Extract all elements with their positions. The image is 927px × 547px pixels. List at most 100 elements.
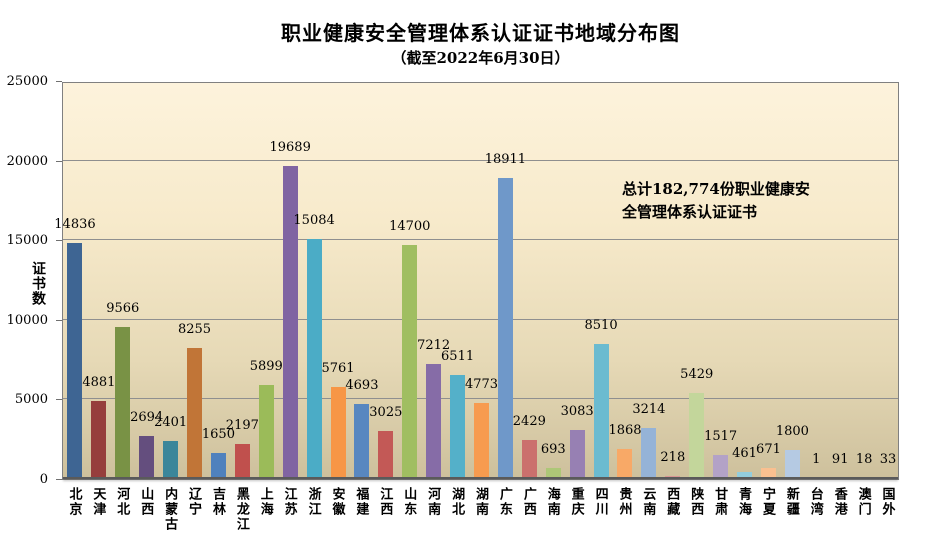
total-annotation-line2: 全管理体系认证证书 [622, 203, 758, 221]
chart-bar [163, 440, 179, 479]
category-label-text: 澳门 [855, 487, 871, 517]
category-label-text: 湖南 [472, 487, 488, 517]
category-label: 河南 [421, 487, 445, 517]
y-tick-mark [56, 399, 62, 401]
category-label: 内蒙古 [158, 487, 182, 532]
category-label: 北京 [62, 487, 86, 517]
y-tick-mark [56, 479, 62, 480]
chart-bar [258, 385, 274, 479]
category-label: 澳门 [851, 487, 875, 517]
category-label-text: 内蒙古 [162, 487, 178, 532]
bar-value-label: 1650 [201, 426, 235, 442]
category-label-text: 上海 [257, 487, 273, 517]
category-label-text: 吉林 [209, 487, 225, 517]
category-label-text: 黑龙江 [233, 487, 249, 532]
y-axis-title: 证书数 [28, 261, 46, 310]
y-tick-mark [56, 81, 62, 82]
category-label-text: 安徽 [329, 487, 345, 517]
chart-title: 职业健康安全管理体系认证证书地域分布图 [281, 21, 680, 45]
chart-bar [139, 436, 155, 479]
category-label: 浙江 [301, 487, 325, 517]
bar-value-label: 5429 [680, 366, 714, 382]
category-label: 吉林 [205, 487, 229, 517]
category-label: 河北 [110, 487, 134, 517]
chart-bar [784, 450, 800, 479]
chart-subtitle: （截至2022年6月30日） [391, 49, 570, 67]
category-label-text: 贵州 [616, 487, 632, 517]
bar-value-label: 218 [660, 449, 686, 465]
category-label-text: 云南 [640, 487, 656, 517]
category-label-text: 江苏 [281, 487, 297, 517]
category-label-text: 台湾 [807, 487, 823, 517]
category-label-text: 浙江 [305, 487, 321, 517]
gridline [63, 159, 898, 161]
category-label-text: 辽宁 [186, 487, 202, 517]
category-label: 山东 [397, 487, 421, 517]
chart-bar [282, 165, 298, 479]
category-label-text: 宁夏 [759, 487, 775, 517]
category-label-text: 山西 [138, 487, 154, 517]
category-label: 甘肃 [708, 487, 732, 517]
chart-bar [569, 429, 585, 479]
bar-value-label: 1517 [704, 428, 738, 444]
bar-value-label: 3214 [632, 401, 666, 417]
chart-bar [617, 449, 633, 479]
bar-value-label: 2694 [130, 410, 164, 426]
bar-value-label: 18 [855, 452, 873, 467]
y-tick-label: 20000 [6, 153, 48, 169]
category-label: 西藏 [660, 487, 684, 517]
bar-value-label: 1 [812, 452, 821, 467]
category-label: 陕西 [684, 487, 708, 517]
category-label: 广西 [516, 487, 540, 517]
chart-bar [426, 364, 442, 479]
bar-value-label: 461 [732, 445, 757, 461]
bar-value-label: 671 [756, 442, 781, 458]
chart-bar [330, 387, 346, 479]
category-label-text: 西藏 [664, 487, 680, 517]
chart-bar [689, 392, 705, 479]
y-tick-label: 5000 [14, 392, 48, 408]
category-label: 国外 [875, 487, 899, 517]
bar-value-label: 91 [831, 451, 849, 467]
category-label: 四川 [588, 487, 612, 517]
category-label: 福建 [349, 487, 373, 517]
bar-value-label: 2197 [225, 418, 259, 434]
chart-bar [450, 375, 466, 479]
gridline [63, 318, 898, 320]
total-annotation-line1: 总计182,774份职业健康安 [622, 180, 810, 198]
category-label: 湖南 [469, 487, 493, 517]
category-label-text: 海南 [544, 487, 560, 517]
bar-value-label: 1868 [608, 423, 642, 439]
chart-bar [521, 440, 537, 479]
chart-bar [545, 467, 561, 479]
category-label-text: 北京 [66, 487, 82, 517]
y-tick-label: 10000 [6, 312, 48, 328]
chart-bar [497, 177, 513, 479]
bar-value-label: 693 [540, 441, 566, 457]
bar-value-label: 8510 [584, 317, 618, 333]
category-label-text: 广东 [496, 487, 512, 517]
y-tick-label: 15000 [6, 233, 48, 249]
bar-value-label: 15084 [293, 212, 335, 228]
plot-area: 14836 4881 9566 2694 2401 8255 1650 2197 5899 196… [54, 82, 899, 480]
category-label-text: 甘肃 [712, 487, 728, 517]
category-label-text: 福建 [353, 487, 369, 517]
bar-value-label: 4693 [345, 378, 379, 394]
category-label: 云南 [636, 487, 660, 517]
category-label-text: 青海 [736, 487, 752, 517]
y-tick-label: 0 [39, 472, 48, 487]
chart-bar [713, 454, 729, 479]
gridline [63, 398, 898, 400]
category-label: 香港 [827, 487, 851, 517]
chart-bar [641, 427, 657, 479]
bar-value-label: 3025 [369, 404, 403, 420]
chart-bar [378, 430, 394, 479]
bar-value-label: 8255 [177, 321, 212, 337]
category-label: 山西 [134, 487, 158, 517]
category-label-text: 江西 [377, 487, 393, 517]
category-label-text: 山东 [401, 487, 417, 517]
bar-value-label: 7212 [417, 338, 451, 354]
chart-bar [402, 244, 418, 479]
bar-value-label: 33 [879, 452, 897, 467]
